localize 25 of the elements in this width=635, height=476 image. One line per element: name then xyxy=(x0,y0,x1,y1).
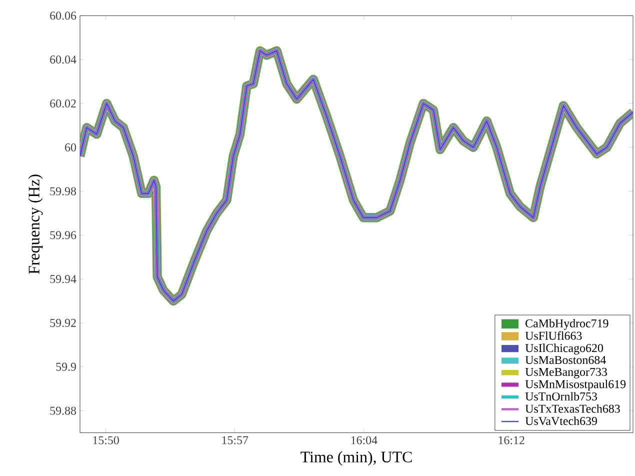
y-tick-label: 59.96 xyxy=(50,231,76,240)
y-axis-title: Frequency (Hz) xyxy=(28,174,43,274)
y-tick-label: 60 xyxy=(65,143,76,152)
y-tick-label: 59.9 xyxy=(56,362,76,371)
x-tick-label: 15:50 xyxy=(93,436,119,444)
legend-label: UsFlUfl663 xyxy=(525,331,582,340)
legend-label: CaMbHydroc719 xyxy=(526,319,608,330)
y-tick-label: 60.02 xyxy=(50,99,76,108)
y-tick-label: 59.92 xyxy=(50,318,76,328)
y-tick-label: 60.06 xyxy=(50,12,76,20)
y-tick-label: 59.88 xyxy=(50,406,76,415)
legend-label: UsTxTexasTech683 xyxy=(525,404,620,413)
legend-label: UsVaVtech639 xyxy=(525,416,597,426)
y-tick-label: 59.94 xyxy=(50,275,76,284)
legend-label: UsMnMisostpaul619 xyxy=(525,380,626,391)
x-tick-label: 16:04 xyxy=(351,436,378,444)
y-tick-label: 59.98 xyxy=(50,187,76,196)
x-axis-title: Time (min), UTC xyxy=(300,451,412,466)
legend-label: UsTnOrnlb753 xyxy=(525,392,598,400)
y-tick-label: 60.04 xyxy=(50,56,76,64)
legend-label: UsMeBangor733 xyxy=(525,368,607,378)
x-tick-label: 15:57 xyxy=(222,436,248,444)
legend-label: UsIlChicago620 xyxy=(525,344,603,355)
legend-label: UsMaBoston684 xyxy=(525,356,606,364)
x-tick-label: 16:12 xyxy=(498,436,524,444)
